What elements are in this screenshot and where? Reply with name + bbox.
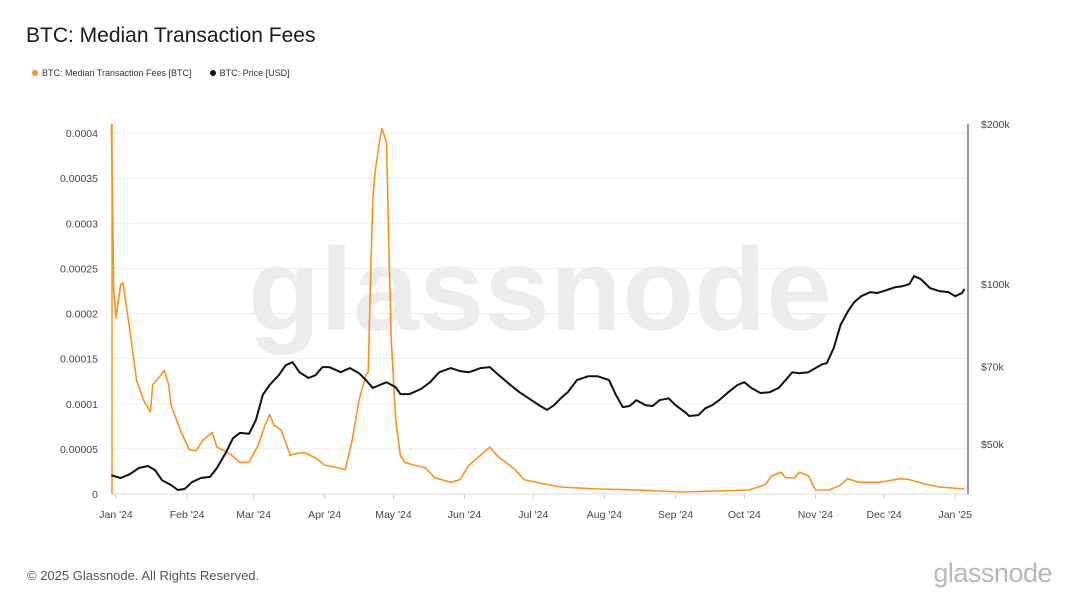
x-tick-label: Dec '24 <box>867 509 902 521</box>
x-tick-label: May '24 <box>375 509 412 521</box>
legend-dot-price <box>209 70 216 76</box>
y-right-tick-label: $100k <box>981 279 1010 291</box>
x-tick-label: Jun '24 <box>448 509 482 521</box>
y-right-tick-label: $50k <box>981 439 1005 451</box>
chart-title: BTC: Median Transaction Fees <box>26 24 316 47</box>
y-left-tick-label: 0.0003 <box>66 218 98 230</box>
legend-label-fees: BTC: Median Transaction Fees [BTC] <box>42 68 192 78</box>
legend-item-price[interactable]: BTC: Price [USD] <box>209 68 290 78</box>
x-tick-label: Jan '25 <box>938 509 972 521</box>
y-left-tick-label: 0.00015 <box>60 354 98 366</box>
x-tick-label: Feb '24 <box>170 509 205 521</box>
x-tick-label: Sep '24 <box>658 509 693 521</box>
x-tick-label: Jan '24 <box>99 509 133 521</box>
y-left-tick-label: 0 <box>92 489 98 501</box>
x-tick-label: Oct '24 <box>728 509 761 521</box>
fees-line <box>110 123 965 493</box>
legend: BTC: Median Transaction Fees [BTC] BTC: … <box>32 68 290 78</box>
legend-dot-fees <box>32 70 38 76</box>
y-left-tick-label: 0.0001 <box>66 399 98 411</box>
y-right-tick-label: $70k <box>981 361 1005 373</box>
legend-item-fees[interactable]: BTC: Median Transaction Fees [BTC] <box>32 68 192 78</box>
legend-label-price: BTC: Price [USD] <box>219 68 290 78</box>
copyright: © 2025 Glassnode. All Rights Reserved. <box>27 568 260 583</box>
y-left-tick-label: 0.0004 <box>66 128 98 140</box>
x-tick-label: Nov '24 <box>798 509 833 521</box>
glassnode-logo: glassnode <box>933 558 1052 588</box>
y-left-tick-label: 0.00035 <box>60 173 98 185</box>
x-tick-label: Jul '24 <box>518 509 548 521</box>
watermark: glassnode <box>248 224 832 356</box>
x-tick-label: Mar '24 <box>236 509 271 521</box>
y-left-tick-label: 0.00005 <box>60 444 98 456</box>
price-line <box>111 275 966 491</box>
y-right-tick-label: $200k <box>981 119 1010 131</box>
x-tick-label: Apr '24 <box>308 509 341 521</box>
x-tick-label: Aug '24 <box>587 509 622 521</box>
y-left-tick-label: 0.00025 <box>60 263 98 275</box>
y-left-tick-label: 0.0002 <box>66 309 98 321</box>
